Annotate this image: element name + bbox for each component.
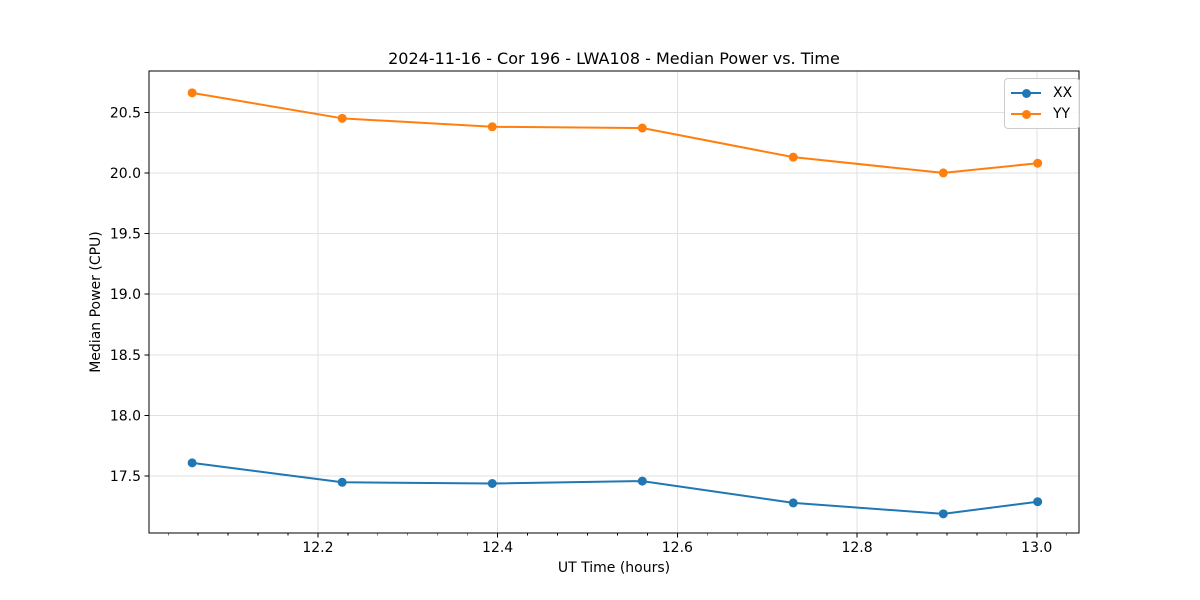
series-marker-XX xyxy=(187,458,197,468)
series-marker-YY xyxy=(337,113,347,123)
series-marker-YY xyxy=(487,122,497,132)
series-marker-XX xyxy=(487,479,497,488)
series-marker-YY xyxy=(1033,158,1043,168)
series-marker-YY xyxy=(788,152,798,162)
chart-title: 2024-11-16 - Cor 196 - LWA108 - Median P… xyxy=(388,49,840,68)
legend-marker-dot xyxy=(1021,109,1031,119)
legend-item-YY: YY xyxy=(1011,104,1072,124)
legend-label: YY xyxy=(1053,106,1071,122)
x-tick-label: 12.2 xyxy=(302,540,333,556)
x-tick-label: 12.6 xyxy=(662,540,693,556)
legend-line-marker-icon xyxy=(1011,109,1041,119)
y-tick-label: 18.0 xyxy=(110,409,141,425)
y-tick-label: 20.0 xyxy=(110,166,141,182)
y-tick-label: 20.5 xyxy=(110,105,141,121)
y-tick-label: 19.5 xyxy=(110,227,141,243)
series-marker-YY xyxy=(938,168,948,178)
y-tick-label: 18.5 xyxy=(110,348,141,364)
y-tick-label: 17.5 xyxy=(110,469,141,485)
series-marker-XX xyxy=(337,477,347,487)
legend-item-XX: XX xyxy=(1011,83,1072,103)
legend-marker-dot xyxy=(1021,88,1031,98)
series-marker-XX xyxy=(788,498,798,508)
series-marker-XX xyxy=(637,476,647,486)
x-tick-label: 13.0 xyxy=(1021,540,1052,556)
x-axis-label: UT Time (hours) xyxy=(557,560,671,576)
plot-border xyxy=(148,70,1080,534)
x-tick-label: 12.8 xyxy=(841,540,872,556)
series-marker-YY xyxy=(637,123,647,133)
series-line-YY xyxy=(191,91,1039,174)
series-marker-YY xyxy=(187,88,197,98)
y-tick-label: 19.0 xyxy=(110,287,141,303)
series-line-XX xyxy=(191,461,1039,515)
series-marker-XX xyxy=(938,509,948,519)
legend-label: XX xyxy=(1053,85,1073,101)
series-marker-XX xyxy=(1033,497,1043,507)
legend: XX YY xyxy=(1004,78,1081,129)
legend-line-marker-icon xyxy=(1011,88,1041,98)
x-tick-label: 12.4 xyxy=(482,540,513,556)
y-axis-label: Median Power (CPU) xyxy=(88,231,104,373)
